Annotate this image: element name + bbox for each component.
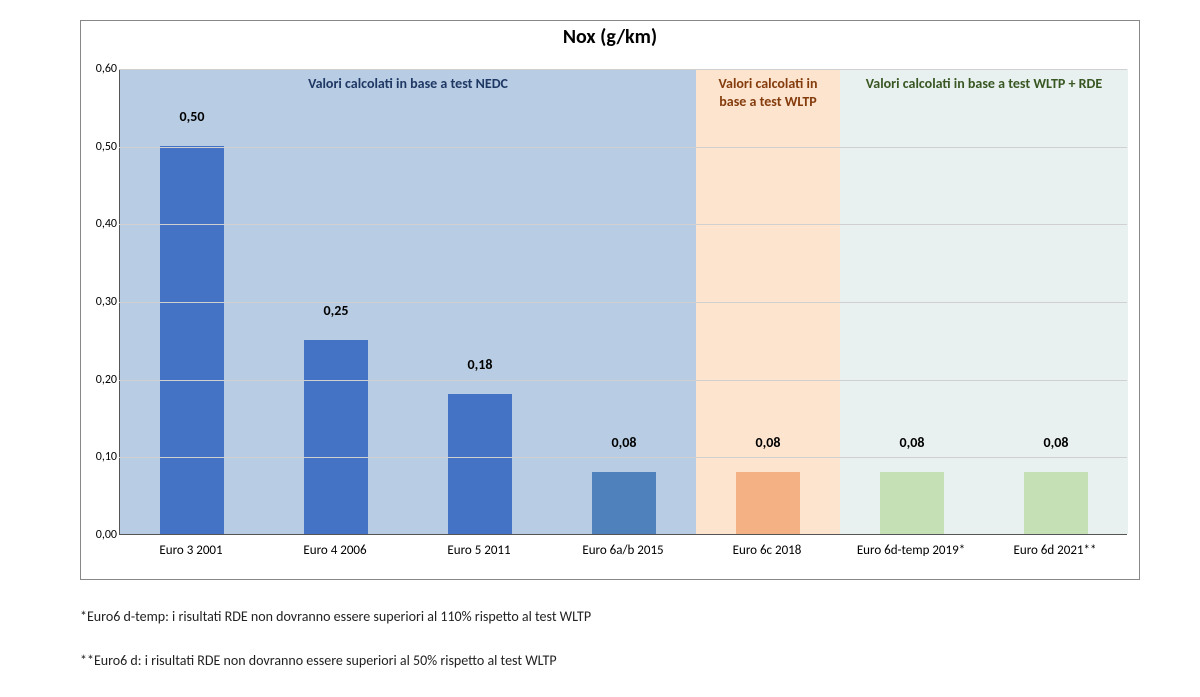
chart-region-label: Valori calcolati in base a test NEDC xyxy=(120,75,696,93)
footnote-2: **Euro6 d: i risultati RDE non dovranno … xyxy=(80,652,557,669)
x-axis-label: Euro 3 2001 xyxy=(159,543,222,558)
chart-region-label: Valori calcolati in base a test WLTP xyxy=(696,75,840,110)
x-axis-label: Euro 6d 2021** xyxy=(1014,543,1097,558)
y-tick-label: 0,60 xyxy=(83,62,117,76)
bar xyxy=(160,146,225,534)
x-axis-label: Euro 6c 2018 xyxy=(733,543,802,558)
bar-value-label: 0,08 xyxy=(900,434,925,451)
gridline xyxy=(119,457,1127,458)
x-axis-label: Euro 5 2011 xyxy=(447,543,510,558)
chart-region-label: Valori calcolati in base a test WLTP + R… xyxy=(840,75,1128,93)
gridline xyxy=(119,69,1127,70)
y-tick-label: 0,50 xyxy=(83,140,117,154)
bar-value-label: 0,08 xyxy=(756,434,781,451)
gridline xyxy=(119,302,1127,303)
chart-frame: Nox (g/km) Valori calcolati in base a te… xyxy=(80,20,1140,580)
bar-value-label: 0,25 xyxy=(324,302,349,319)
y-tick-label: 0,10 xyxy=(83,450,117,464)
bar-value-label: 0,18 xyxy=(468,356,493,373)
x-axis-label: Euro 6d-temp 2019* xyxy=(857,543,965,558)
bar-value-label: 0,50 xyxy=(180,108,205,125)
bar-value-label: 0,08 xyxy=(1044,434,1069,451)
bar xyxy=(592,472,657,534)
gridline xyxy=(119,380,1127,381)
bar-value-label: 0,08 xyxy=(612,434,637,451)
chart-title: Nox (g/km) xyxy=(81,25,1139,49)
bar xyxy=(880,472,945,534)
footnote-1: *Euro6 d-temp: i risultati RDE non dovra… xyxy=(80,608,591,625)
gridline xyxy=(119,147,1127,148)
bar xyxy=(1024,472,1089,534)
y-tick-label: 0,30 xyxy=(83,295,117,309)
y-tick-label: 0,40 xyxy=(83,217,117,231)
y-tick-label: 0,20 xyxy=(83,373,117,387)
bar xyxy=(304,340,369,534)
y-tick-label: 0,00 xyxy=(83,528,117,542)
bar xyxy=(736,472,801,534)
bar xyxy=(448,394,513,534)
x-axis-label: Euro 4 2006 xyxy=(303,543,366,558)
x-axis-label: Euro 6a/b 2015 xyxy=(582,543,663,558)
gridline xyxy=(119,224,1127,225)
